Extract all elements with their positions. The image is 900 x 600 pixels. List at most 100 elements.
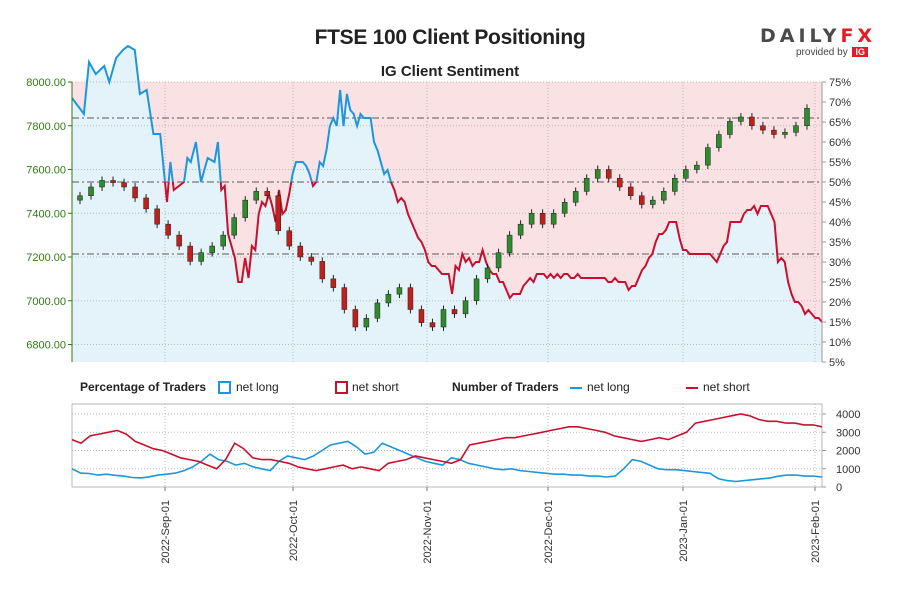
legend-num-short: net short (703, 380, 750, 394)
chart-subtitle: IG Client Sentiment (380, 63, 520, 80)
legend-pct-short: net short (352, 380, 399, 394)
candle-body (550, 213, 557, 225)
candle-body (275, 195, 282, 231)
candle-body (650, 199, 656, 205)
candle-body (176, 234, 182, 247)
candle-body (341, 287, 348, 310)
candles (77, 104, 810, 331)
legend-num-long: net long (587, 380, 630, 394)
right-tick-label: 25% (829, 277, 851, 289)
num-short-line (71, 413, 823, 472)
candle-body (418, 309, 425, 323)
x-tick-label: 2023-Jan-01 (678, 500, 690, 562)
legend-pct-title: Percentage of Traders (80, 380, 207, 394)
candle-body (407, 287, 414, 310)
candle-body (594, 169, 601, 179)
candle-body (583, 178, 590, 192)
lower-tick-label: 3000 (836, 427, 860, 439)
candle-body (220, 234, 226, 247)
left-tick-label: 7000.00 (26, 296, 66, 308)
candle-body (319, 261, 326, 280)
x-tick-label: 2022-Sep-01 (160, 500, 172, 564)
candle-body (760, 125, 766, 131)
candle-body (99, 180, 105, 188)
candle-body (561, 202, 568, 214)
x-tick-label: 2023-Feb-01 (810, 500, 822, 563)
candle-body (517, 223, 524, 236)
candle-body (738, 116, 744, 122)
candle-body (484, 267, 491, 280)
brand-by-text: provided by (796, 47, 848, 58)
candle-body (132, 186, 138, 199)
right-tick-label: 10% (829, 337, 851, 349)
candle-body (264, 191, 271, 196)
candle-body (154, 208, 160, 225)
lower-tick-label: 4000 (836, 409, 860, 421)
candle-body (308, 256, 315, 262)
right-tick-label: 40% (829, 217, 851, 229)
candle-body (539, 213, 546, 225)
candle-body (198, 252, 204, 262)
left-tick-label: 7600.00 (26, 165, 66, 177)
num-long-line (71, 440, 823, 483)
legend-num-title: Number of Traders (452, 380, 559, 394)
ig-logo: IG (852, 47, 868, 57)
right-tick-label: 35% (829, 237, 851, 249)
legend-pct-long-swatch (218, 381, 231, 394)
brand-fx: FX (840, 25, 877, 47)
candle-body (242, 199, 248, 218)
lower-tick-label: 1000 (836, 464, 860, 476)
candle-body (793, 125, 799, 133)
candle-body (782, 132, 788, 135)
legend-num-long-swatch (570, 387, 582, 389)
legend-pct-long: net long (236, 380, 279, 394)
right-tick-label: 30% (829, 257, 851, 269)
chart-title: FTSE 100 Client Positioning (314, 26, 586, 49)
candle-body (363, 318, 370, 328)
lower-tick-label: 0 (836, 482, 842, 494)
candle-body (705, 147, 711, 166)
candle-body (683, 169, 689, 179)
candle-body (231, 217, 237, 236)
candle-body (88, 186, 94, 196)
candle-body (495, 252, 502, 269)
candle-body (110, 180, 116, 183)
left-tick-label: 7200.00 (26, 252, 66, 264)
candle-body (429, 322, 436, 328)
candle-body (187, 245, 193, 262)
candle-body (462, 300, 469, 315)
left-tick-label: 6800.00 (26, 340, 66, 352)
brand-provided-by: provided by IG (796, 47, 868, 58)
dailyfx-wordmark: DAILYFX (760, 25, 872, 47)
candle-body (143, 197, 149, 210)
right-tick-label: 70% (829, 97, 851, 109)
candle-body (352, 309, 359, 328)
candle-body (385, 293, 392, 304)
net-short-pct-line (163, 182, 823, 323)
right-tick-label: 15% (829, 317, 851, 329)
candle-body (727, 121, 733, 135)
left-tick-label: 7400.00 (26, 208, 66, 220)
right-tick-label: 75% (829, 77, 851, 89)
candle-body (804, 108, 810, 126)
candle-body (572, 191, 579, 203)
lower-tick-label: 2000 (836, 446, 860, 458)
brand-daily: DAILY (760, 25, 841, 47)
candle-body (716, 134, 722, 148)
candle-body (253, 191, 259, 201)
candle-body (771, 129, 777, 135)
candle-body (121, 182, 127, 188)
x-tick-label: 2022-Dec-01 (543, 500, 555, 564)
right-tick-label: 50% (829, 177, 851, 189)
candle-body (209, 245, 215, 253)
candle-body (616, 178, 623, 188)
candle-body (661, 191, 667, 201)
left-tick-label: 8000.00 (26, 77, 66, 89)
candle-body (286, 230, 293, 247)
candle-body (396, 287, 403, 295)
candle-body (297, 245, 304, 258)
candle-body (374, 302, 381, 319)
candle-body (605, 169, 612, 179)
candle-body (473, 278, 480, 301)
